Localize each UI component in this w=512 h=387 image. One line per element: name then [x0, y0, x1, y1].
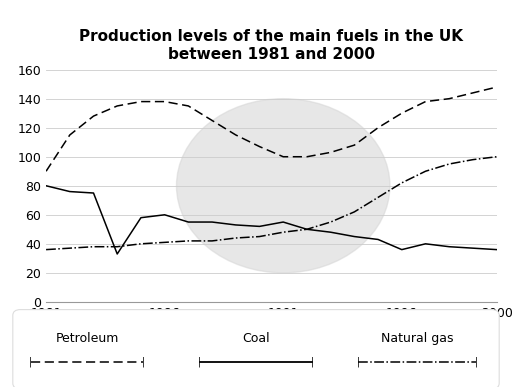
Text: |: |: [357, 356, 360, 367]
Text: Coal: Coal: [242, 332, 270, 345]
Text: |: |: [142, 356, 145, 367]
Text: Petroleum: Petroleum: [55, 332, 119, 345]
Title: Production levels of the main fuels in the UK
between 1981 and 2000: Production levels of the main fuels in t…: [79, 29, 463, 62]
Text: |: |: [29, 356, 32, 367]
Ellipse shape: [177, 99, 390, 273]
Text: Natural gas: Natural gas: [381, 332, 454, 345]
Text: |: |: [198, 356, 201, 367]
Text: |: |: [311, 356, 314, 367]
Text: |: |: [475, 356, 478, 367]
